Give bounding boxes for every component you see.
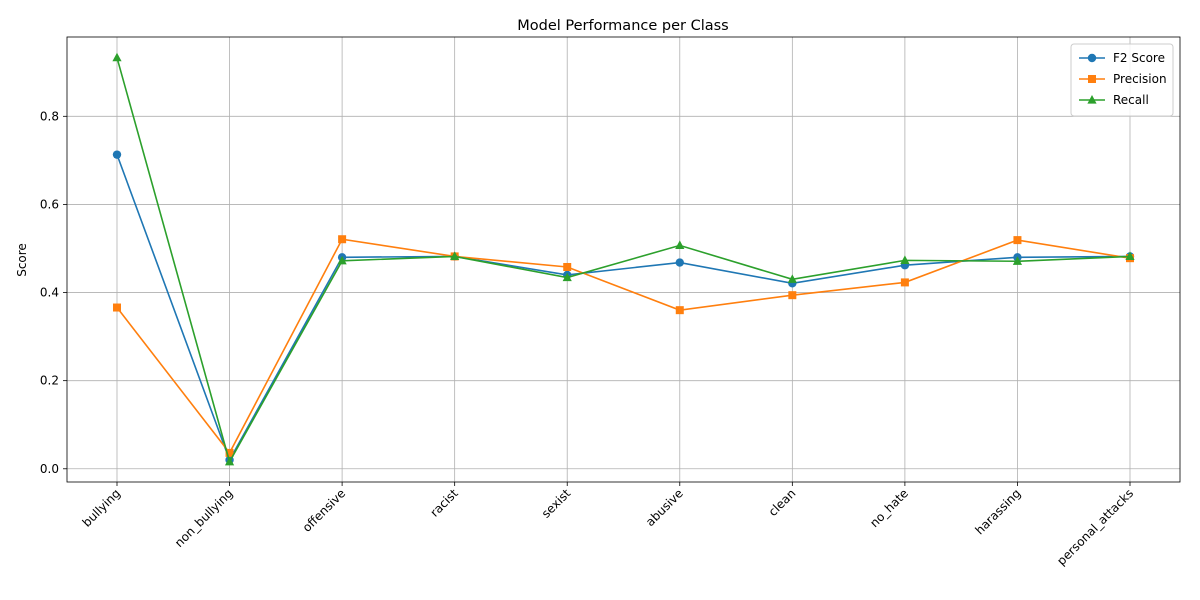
y-axis-title: Score [15, 243, 29, 277]
x-tick-label: personal_attacks [1054, 486, 1136, 568]
y-tick-label: 0.2 [40, 374, 59, 388]
precision-point [900, 278, 909, 287]
legend-marker [1087, 53, 1097, 63]
legend-item-f2-score: F2 Score [1079, 51, 1165, 65]
recall-point [224, 456, 235, 466]
recall-point [900, 255, 910, 264]
x-tick-label: non_bullying [172, 486, 236, 550]
recall-point [787, 274, 797, 283]
y-axis-ticks: 0.0 0.2 0.4 0.6 0.8 [40, 109, 67, 476]
recall-point [1125, 251, 1135, 261]
recall-point [450, 251, 460, 261]
legend-marker [1088, 75, 1096, 83]
precision-point [563, 262, 572, 271]
chart-title: Model Performance per Class [517, 18, 728, 34]
recall-point [1012, 256, 1023, 265]
legend-label: F2 Score [1113, 51, 1165, 65]
legend-label: Recall [1113, 93, 1149, 107]
recall-line [116, 57, 1131, 464]
x-tick-label: racist [427, 486, 461, 520]
x-tick-label: offensive [300, 486, 349, 535]
legend-box [1070, 43, 1174, 117]
x-tick-label: bullying [80, 486, 124, 530]
precision-point [1013, 236, 1022, 245]
precision-point [338, 235, 347, 244]
x-axis-ticks: bullying non_bullying offensive racist sexis… [80, 482, 1136, 568]
precision-point [113, 303, 121, 312]
f2-score-point [675, 258, 684, 267]
f2-score-line [116, 154, 1131, 462]
legend-marker [1087, 95, 1097, 104]
legend-item-recall: Recall [1079, 93, 1149, 107]
recall-point [337, 255, 347, 265]
x-tick-label: clean [766, 486, 799, 519]
series-layer [112, 52, 1135, 466]
precision-point [788, 291, 797, 300]
legend-label: Precision [1113, 72, 1167, 86]
series-recall [112, 52, 1135, 466]
y-tick-label: 0.4 [40, 286, 59, 300]
y-tick-label: 0.0 [40, 462, 59, 476]
precision-point [675, 306, 684, 315]
y-tick-label: 0.6 [40, 197, 59, 211]
recall-point [112, 52, 122, 62]
x-tick-label: sexist [539, 486, 574, 521]
legend-item-precision: Precision [1079, 72, 1167, 86]
grid [67, 37, 1180, 482]
precision-point [225, 448, 234, 457]
x-tick-label: abusive [643, 486, 686, 529]
plot-frame [66, 36, 1181, 483]
y-tick-label: 0.8 [40, 109, 59, 123]
legend: F2 Score Precision Recall [1070, 43, 1174, 117]
f2-score-point [112, 150, 122, 159]
recall-point [675, 240, 685, 250]
recall-point [562, 272, 572, 282]
x-tick-label: harassing [972, 486, 1023, 537]
x-tick-label: no_hate [867, 486, 911, 530]
precision-line [116, 238, 1131, 455]
series-f2-score [112, 150, 1135, 465]
